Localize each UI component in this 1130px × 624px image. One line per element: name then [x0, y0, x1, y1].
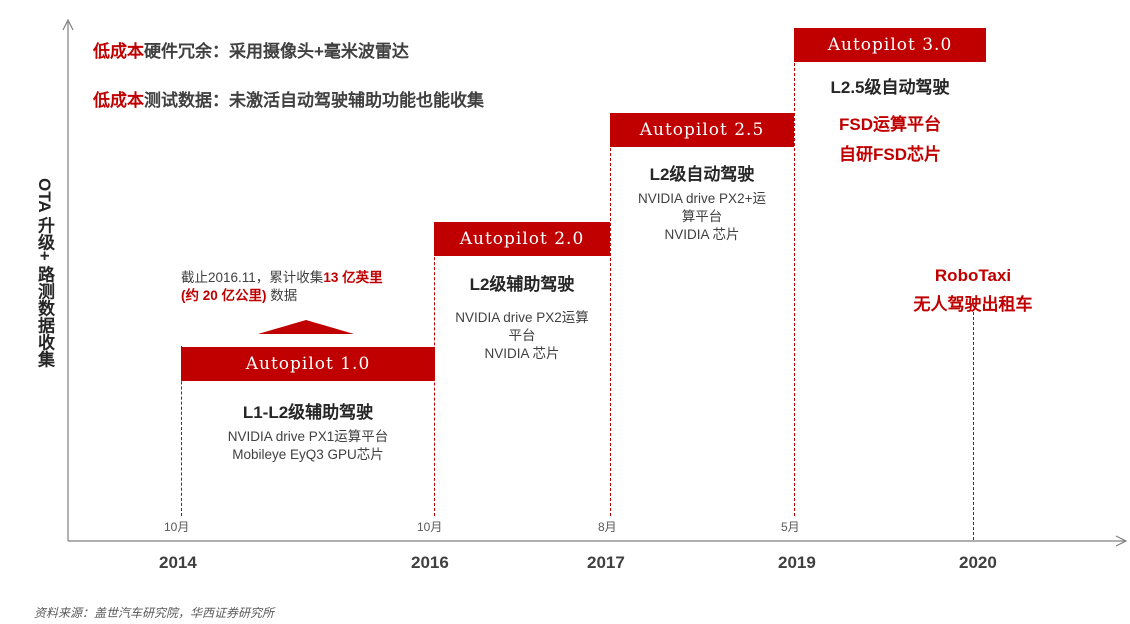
milestone-line-ap1 — [181, 346, 182, 516]
month-ap25: 8月 — [598, 520, 617, 534]
bullet-hardware: 低成本硬件冗余：采用摄像头+毫米波雷达 — [93, 37, 409, 62]
badge-autopilot-3: Autopilot 3.0 — [794, 28, 986, 62]
note-km: (约 20 亿公里) — [181, 288, 267, 303]
level-ap2: L2级辅助驾驶 — [469, 275, 575, 294]
platform-ap25-line3: NVIDIA 芯片 — [664, 227, 740, 242]
month-ap2: 10月 — [417, 520, 443, 534]
platform-ap25-line2: 算平台 — [681, 209, 723, 224]
platform-ap25-line1: NVIDIA drive PX2+运 — [638, 191, 766, 206]
milestone-line-ap3 — [794, 28, 795, 516]
year-label: 2019 — [778, 553, 816, 572]
milestone-line-ap25 — [610, 113, 611, 516]
platform-ap2-line2: 平台 — [508, 328, 536, 343]
bullet-highlight: 低成本 — [93, 42, 144, 61]
y-axis-label: OTA 升级+ 路测数据收集 — [35, 178, 54, 368]
month-ap3: 5月 — [781, 520, 800, 534]
robotaxi-title: RoboTaxi — [934, 266, 1012, 285]
month-ap1: 10月 — [164, 520, 190, 534]
platform-ap1-line2: Mobileye EyQ3 GPU芯片 — [232, 447, 384, 462]
source-note: 资料来源：盖世汽车研究院，华西证券研究所 — [34, 606, 275, 620]
bullet-highlight: 低成本 — [93, 91, 144, 110]
bullet-text: 测试数据：未激活自动驾驶辅助功能也能收集 — [144, 91, 484, 110]
badge-autopilot-25: Autopilot 2.5 — [610, 113, 794, 147]
bullet-testing: 低成本测试数据：未激活自动驾驶辅助功能也能收集 — [93, 86, 484, 111]
level-ap25: L2级自动驾驶 — [649, 165, 755, 184]
feature-ap3-fsd-chip: 自研FSD芯片 — [839, 145, 941, 164]
year-label: 2020 — [959, 553, 997, 572]
level-ap1: L1-L2级辅助驾驶 — [242, 403, 374, 422]
badge-autopilot-2: Autopilot 2.0 — [434, 222, 610, 256]
bullet-text: 硬件冗余：采用摄像头+毫米波雷达 — [144, 42, 409, 61]
milestone-line-robotaxi — [973, 312, 974, 540]
badge-autopilot-1: Autopilot 1.0 — [181, 347, 435, 381]
feature-ap3-fsd-platform: FSD运算平台 — [839, 115, 941, 134]
data-collection-note: 截止2016.11，累计收集13 亿英里 (约 20 亿公里) 数据 — [181, 269, 441, 305]
platform-ap1-line1: NVIDIA drive PX1运算平台 — [227, 429, 389, 444]
year-label: 2014 — [159, 553, 197, 572]
note-miles: 13 亿英里 — [323, 270, 383, 285]
year-label: 2016 — [411, 553, 449, 572]
level-ap3: L2.5级自动驾驶 — [830, 78, 950, 97]
progress-arrow-icon — [258, 320, 354, 334]
note-prefix: 截止2016.11，累计收集 — [181, 270, 324, 285]
platform-ap2-line3: NVIDIA 芯片 — [484, 346, 560, 361]
note-suffix: 数据 — [266, 288, 298, 303]
milestone-line-ap2 — [434, 222, 435, 516]
robotaxi-subtitle: 无人驾驶出租车 — [913, 295, 1033, 314]
platform-ap2-line1: NVIDIA drive PX2运算 — [455, 310, 589, 325]
year-label: 2017 — [587, 553, 625, 572]
